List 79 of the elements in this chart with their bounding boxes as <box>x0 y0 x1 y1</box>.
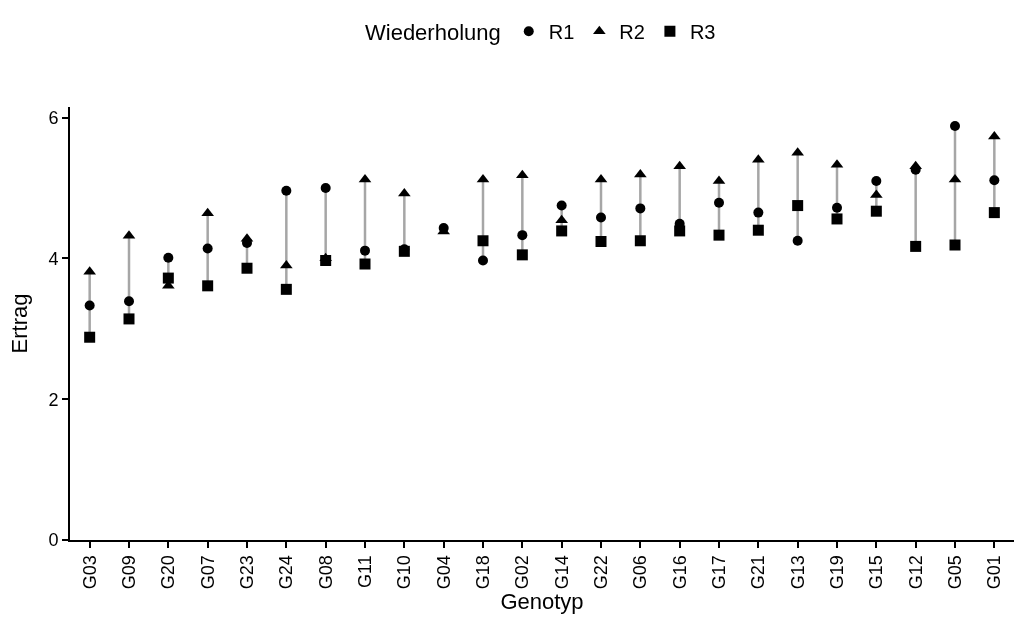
point <box>201 207 215 217</box>
point <box>241 262 253 274</box>
y-tick-label: 0 <box>48 530 59 551</box>
point <box>713 229 725 241</box>
point <box>792 235 803 246</box>
x-tick-label: G09 <box>118 555 139 590</box>
x-tick-label: G16 <box>669 555 690 590</box>
x-tick-label: G14 <box>551 555 572 590</box>
point <box>753 207 764 218</box>
x-tick-label: G04 <box>433 555 454 590</box>
point <box>84 331 96 343</box>
point <box>949 239 961 251</box>
x-tick-label: G22 <box>590 555 611 590</box>
legend-label: R2 <box>619 21 645 44</box>
x-tick-label: G21 <box>748 555 769 590</box>
y-tick-label: 4 <box>48 248 59 269</box>
point <box>84 300 95 311</box>
x-tick-label: G01 <box>984 555 1005 590</box>
point <box>124 296 134 307</box>
x-tick-label: G18 <box>472 555 493 590</box>
point <box>752 224 764 236</box>
point <box>202 280 214 292</box>
point <box>556 200 567 211</box>
point <box>360 245 370 256</box>
x-tick-label: G20 <box>158 555 179 590</box>
x-tick-label: G19 <box>826 555 847 590</box>
point <box>320 254 332 266</box>
legend-title: Wiederholung <box>365 20 501 46</box>
point <box>556 225 568 237</box>
point <box>320 182 331 193</box>
x-tick-label: G07 <box>197 555 218 590</box>
point <box>989 175 1000 186</box>
point <box>831 213 843 225</box>
point <box>555 214 569 224</box>
point <box>792 200 804 212</box>
point <box>478 255 488 266</box>
x-tick-label: G23 <box>236 555 257 590</box>
point <box>280 283 292 295</box>
x-tick-label: G24 <box>276 555 297 590</box>
x-tick-label: G10 <box>394 555 415 590</box>
point <box>910 240 922 252</box>
point <box>515 169 529 179</box>
x-tick-label: G17 <box>708 555 729 590</box>
point <box>596 212 606 223</box>
point <box>950 121 960 132</box>
legend-label: R1 <box>548 21 575 44</box>
point <box>595 235 607 247</box>
point <box>635 203 646 214</box>
point <box>871 175 882 186</box>
point <box>123 313 135 325</box>
x-tick-label: G06 <box>630 555 651 590</box>
x-tick-label: G11 <box>354 555 375 588</box>
point <box>279 259 293 269</box>
legend-label: R3 <box>689 21 716 44</box>
point <box>870 205 882 217</box>
point <box>832 202 842 213</box>
point <box>281 185 292 196</box>
x-tick-label: G08 <box>315 555 336 590</box>
y-tick-label: 2 <box>48 389 59 410</box>
point <box>988 207 1000 219</box>
point <box>516 249 528 261</box>
point <box>517 230 528 241</box>
y-tick-label: 6 <box>48 107 59 128</box>
x-tick-label: G13 <box>787 555 808 590</box>
point <box>674 225 686 237</box>
point <box>163 252 174 263</box>
point <box>477 235 489 247</box>
x-tick-label: G03 <box>79 555 100 590</box>
x-tick-label: G12 <box>905 555 926 590</box>
point <box>359 258 371 270</box>
point <box>634 235 646 247</box>
x-tick-label: G02 <box>512 555 533 590</box>
y-axis-title: Ertrag <box>6 293 32 354</box>
x-tick-label: G15 <box>866 555 887 590</box>
x-tick-label: G05 <box>944 555 965 590</box>
point <box>162 272 174 284</box>
x-axis-title: Genotyp <box>500 589 584 615</box>
point <box>202 243 213 254</box>
point <box>714 197 724 208</box>
